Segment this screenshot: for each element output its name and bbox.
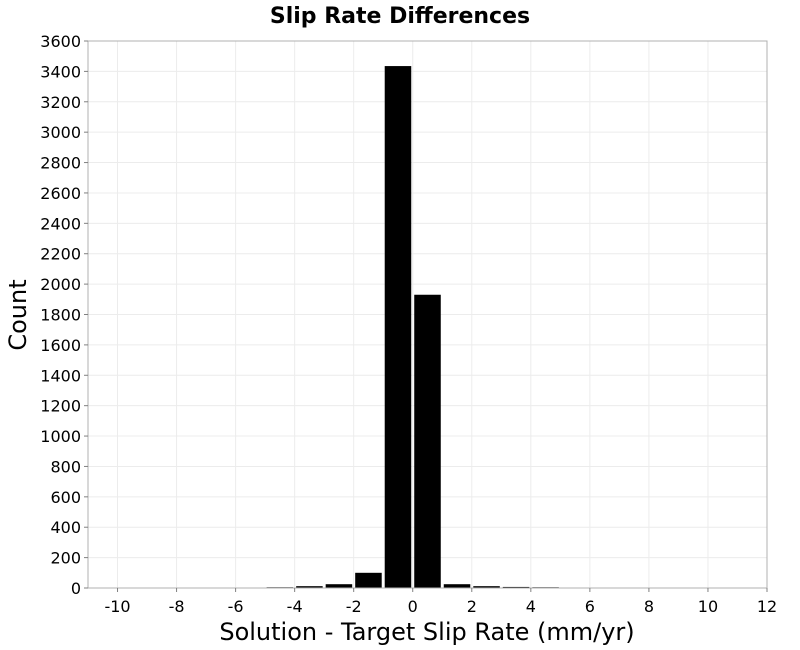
y-tick-label: 2000 xyxy=(40,275,81,294)
x-tick-label: 8 xyxy=(644,597,654,616)
y-tick-label: 3000 xyxy=(40,123,81,142)
x-tick-label: -4 xyxy=(287,597,303,616)
x-tick-label: 12 xyxy=(757,597,777,616)
x-tick-label: 10 xyxy=(698,597,718,616)
y-axis-label: Count xyxy=(4,279,32,350)
x-tick-label: -6 xyxy=(228,597,244,616)
y-tick-label: 400 xyxy=(50,518,81,537)
y-tick-label: 1800 xyxy=(40,306,81,325)
y-tick-label: 200 xyxy=(50,549,81,568)
x-tick-label: 4 xyxy=(526,597,536,616)
histogram-bar xyxy=(473,586,500,588)
bars-group xyxy=(148,66,648,589)
y-tick-label: 2600 xyxy=(40,184,81,203)
chart-title: Slip Rate Differences xyxy=(270,4,530,29)
x-tick-label: -2 xyxy=(346,597,362,616)
histogram-bar xyxy=(414,294,441,588)
x-tick-label: 0 xyxy=(408,597,418,616)
histogram-bar xyxy=(502,586,530,588)
y-tick-label: 2400 xyxy=(40,214,81,233)
y-tick-label: 3200 xyxy=(40,93,81,112)
y-tick-label: 800 xyxy=(50,457,81,476)
x-axis-ticks: -10 -8 -6 -4 -2 0 2 4 6 8 10 12 xyxy=(104,588,777,616)
histogram-bar xyxy=(296,586,323,588)
y-tick-label: 1400 xyxy=(40,366,81,385)
y-tick-label: 3400 xyxy=(40,62,81,81)
histogram-bar xyxy=(443,584,471,588)
x-tick-label: -8 xyxy=(169,597,185,616)
y-tick-label: 1600 xyxy=(40,336,81,355)
x-axis-label: Solution - Target Slip Rate (mm/yr) xyxy=(219,618,634,646)
y-tick-label: 2800 xyxy=(40,154,81,173)
y-tick-label: 1000 xyxy=(40,427,81,446)
y-axis-ticks: 0 200 400 600 800 1000 1200 1400 1600 1800 2000 220… xyxy=(40,32,88,598)
x-tick-label: 6 xyxy=(585,597,595,616)
x-tick-label: -10 xyxy=(104,597,130,616)
y-tick-label: 600 xyxy=(50,488,81,507)
y-tick-label: 1200 xyxy=(40,397,81,416)
y-tick-label: 3600 xyxy=(40,32,81,51)
y-tick-label: 0 xyxy=(71,579,81,598)
histogram-bar xyxy=(325,584,353,588)
histogram-bar xyxy=(355,572,382,588)
y-tick-label: 2200 xyxy=(40,245,81,264)
histogram-bar xyxy=(384,66,412,589)
x-tick-label: 2 xyxy=(467,597,477,616)
